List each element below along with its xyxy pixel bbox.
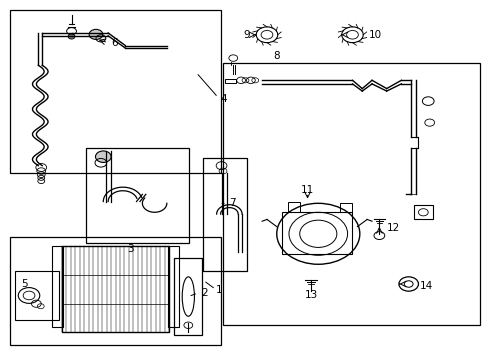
Circle shape xyxy=(96,151,111,162)
Text: 14: 14 xyxy=(420,281,433,291)
Bar xyxy=(15,271,59,320)
Circle shape xyxy=(68,34,75,39)
Bar xyxy=(203,158,247,271)
Bar xyxy=(52,246,63,327)
Text: 10: 10 xyxy=(369,30,382,40)
Bar xyxy=(62,246,169,332)
Bar xyxy=(10,237,220,345)
Text: 12: 12 xyxy=(387,224,400,233)
Text: 8: 8 xyxy=(273,51,280,61)
Bar xyxy=(223,63,480,325)
Circle shape xyxy=(89,30,103,40)
Text: 6: 6 xyxy=(111,38,118,48)
Bar xyxy=(168,246,179,327)
Text: 11: 11 xyxy=(301,185,314,195)
Bar xyxy=(174,258,202,335)
Bar xyxy=(10,10,220,173)
Text: 5: 5 xyxy=(21,279,27,289)
Text: 2: 2 xyxy=(201,288,208,298)
Bar xyxy=(414,205,433,220)
Text: 3: 3 xyxy=(127,244,133,254)
Text: 7: 7 xyxy=(229,198,236,208)
Bar xyxy=(288,202,300,212)
Text: 13: 13 xyxy=(304,291,318,301)
Text: 1: 1 xyxy=(216,285,223,295)
Bar xyxy=(225,79,236,83)
Bar xyxy=(86,148,189,243)
Text: 9: 9 xyxy=(243,30,250,40)
Bar xyxy=(340,203,352,212)
Bar xyxy=(282,212,352,253)
Text: 4: 4 xyxy=(220,94,227,104)
